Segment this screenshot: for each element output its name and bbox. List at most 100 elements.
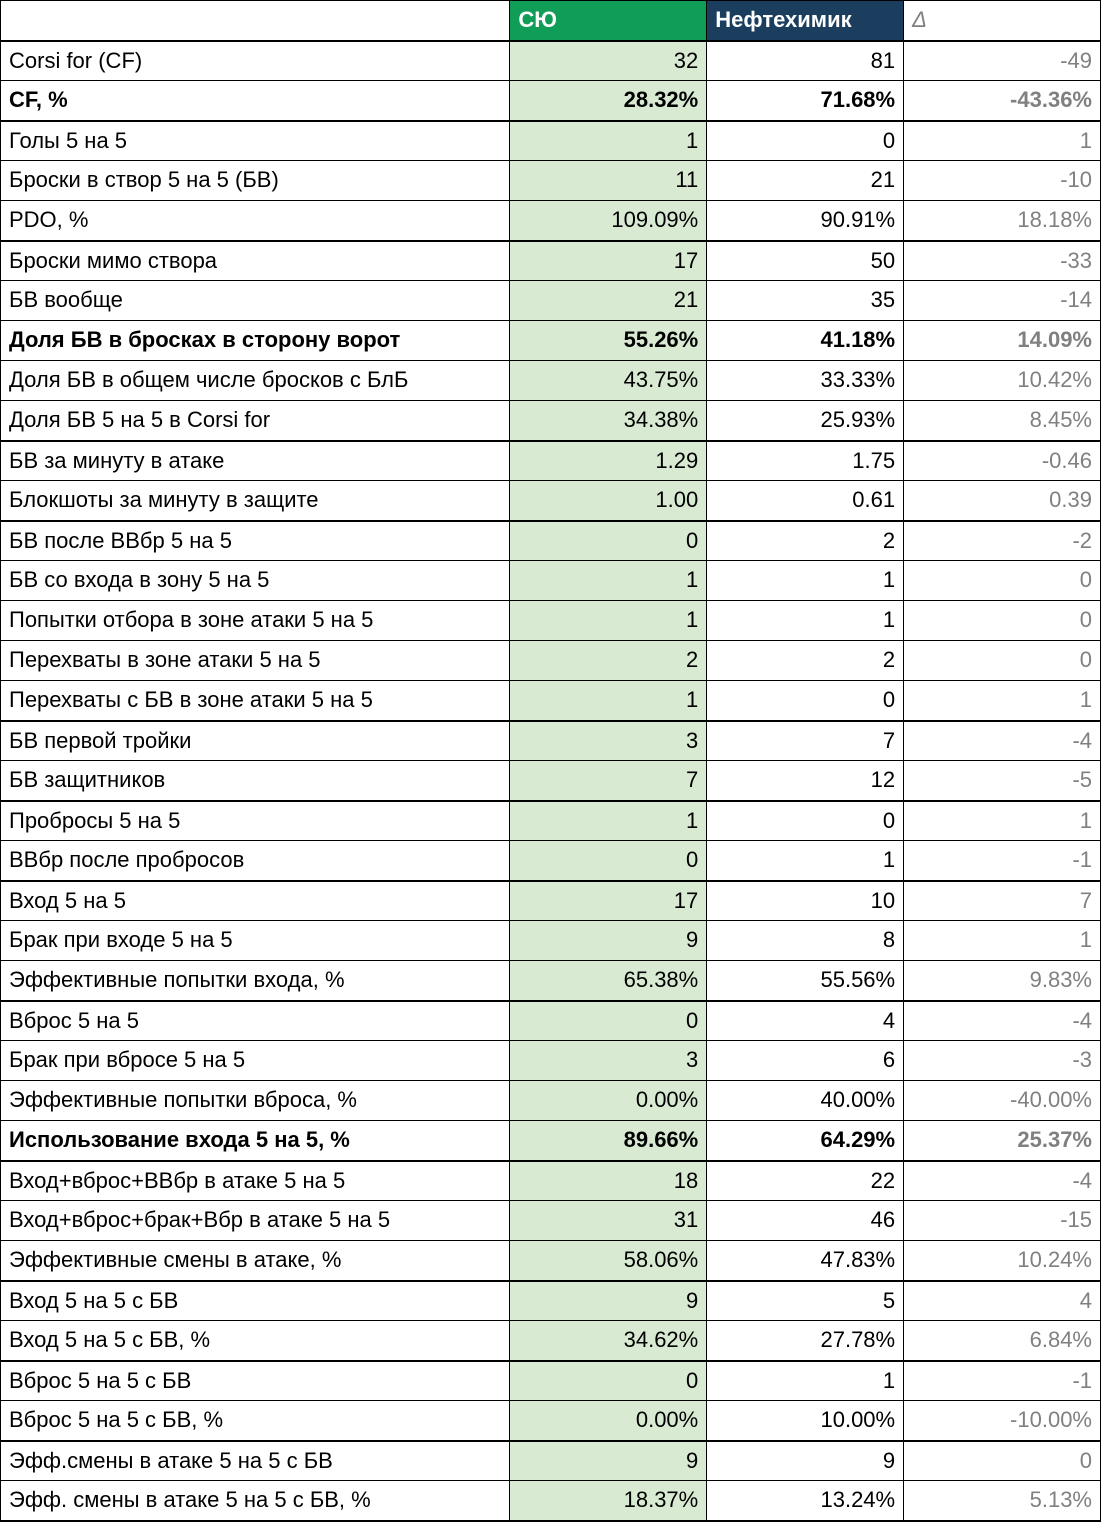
row-value-team2: 9 [707,1441,904,1481]
row-value-team1: 34.38% [510,401,707,441]
row-value-team2: 40.00% [707,1081,904,1121]
row-delta: 14.09% [904,321,1101,361]
table-row: Вброс 5 на 5 с БВ01-1 [1,1361,1101,1401]
row-value-team2: 22 [707,1161,904,1201]
row-value-team2: 27.78% [707,1321,904,1361]
row-delta: -40.00% [904,1081,1101,1121]
row-label: Эфф. смены в атаке 5 на 5 с БВ, % [1,1481,510,1521]
row-label: Эффективные попытки вброса, % [1,1081,510,1121]
table-row: Доля БВ в общем числе бросков с БлБ43.75… [1,361,1101,401]
row-value-team1: 0 [510,1001,707,1041]
table-row: Вход 5 на 5 с БВ954 [1,1281,1101,1321]
table-row: БВ вообще2135-14 [1,281,1101,321]
row-value-team1: 1 [510,801,707,841]
table-row: Голы 5 на 5101 [1,121,1101,161]
row-value-team1: 1 [510,561,707,601]
row-delta: 1 [904,921,1101,961]
row-label: Эффективные попытки входа, % [1,961,510,1001]
table-row: БВ после ВВбр 5 на 502-2 [1,521,1101,561]
row-value-team2: 1 [707,601,904,641]
row-delta: 0 [904,601,1101,641]
row-label: БВ со входа в зону 5 на 5 [1,561,510,601]
row-value-team1: 1.00 [510,481,707,521]
row-value-team2: 7 [707,721,904,761]
row-delta: -43.36% [904,81,1101,121]
table-row: БВ первой тройки37-4 [1,721,1101,761]
header-row: СЮ Нефтехимик Δ [1,1,1101,41]
row-label: Вход 5 на 5 с БВ [1,1281,510,1321]
table-row: Перехваты с БВ в зоне атаки 5 на 5101 [1,681,1101,721]
table-row: БВ защитников712-5 [1,761,1101,801]
row-value-team2: 0 [707,121,904,161]
row-delta: 1 [904,681,1101,721]
table-row: Доля БВ в бросках в сторону ворот55.26%4… [1,321,1101,361]
row-label: Вброс 5 на 5 с БВ [1,1361,510,1401]
row-label: Пробросы 5 на 5 [1,801,510,841]
row-value-team1: 18.37% [510,1481,707,1521]
row-value-team2: 21 [707,161,904,201]
row-delta: 6.84% [904,1321,1101,1361]
row-value-team1: 58.06% [510,1241,707,1281]
row-value-team1: 9 [510,1281,707,1321]
row-value-team1: 3 [510,1041,707,1081]
row-label: Брак при входе 5 на 5 [1,921,510,961]
row-value-team1: 65.38% [510,961,707,1001]
row-label: Голы 5 на 5 [1,121,510,161]
row-delta: 9.83% [904,961,1101,1001]
table-row: Вход+вброс+ВВбр в атаке 5 на 51822-4 [1,1161,1101,1201]
table-row: Броски в створ 5 на 5 (БВ)1121-10 [1,161,1101,201]
row-label: Брак при вбросе 5 на 5 [1,1041,510,1081]
row-delta: 4 [904,1281,1101,1321]
table-row: PDO, %109.09%90.91%18.18% [1,201,1101,241]
row-label: Блокшоты за минуту в защите [1,481,510,521]
row-label: БВ после ВВбр 5 на 5 [1,521,510,561]
row-label: Эфф.смены в атаке 5 на 5 с БВ [1,1441,510,1481]
row-value-team1: 1.29 [510,441,707,481]
row-delta: 5.13% [904,1481,1101,1521]
row-label: Перехваты с БВ в зоне атаки 5 на 5 [1,681,510,721]
row-delta: 18.18% [904,201,1101,241]
row-delta: -4 [904,1161,1101,1201]
row-delta: -10 [904,161,1101,201]
row-label: Попытки отбора в зоне атаки 5 на 5 [1,601,510,641]
row-value-team1: 17 [510,241,707,281]
row-value-team2: 46 [707,1201,904,1241]
row-label: Эффективные смены в атаке, % [1,1241,510,1281]
row-label: БВ за минуту в атаке [1,441,510,481]
row-value-team2: 2 [707,521,904,561]
row-value-team2: 13.24% [707,1481,904,1521]
row-delta: -10.00% [904,1401,1101,1441]
row-value-team2: 12 [707,761,904,801]
row-label: БВ первой тройки [1,721,510,761]
row-label: Доля БВ 5 на 5 в Corsi for [1,401,510,441]
header-delta: Δ [904,1,1101,41]
stats-body: Corsi for (CF)3281-49CF, %28.32%71.68%-4… [1,41,1101,1521]
row-delta: 0 [904,561,1101,601]
row-value-team2: 1 [707,561,904,601]
table-row: БВ со входа в зону 5 на 5110 [1,561,1101,601]
row-value-team2: 35 [707,281,904,321]
row-label: Вброс 5 на 5 с БВ, % [1,1401,510,1441]
row-label: Доля БВ в общем числе бросков с БлБ [1,361,510,401]
row-delta: -3 [904,1041,1101,1081]
row-value-team1: 9 [510,1441,707,1481]
row-value-team2: 0 [707,801,904,841]
row-value-team1: 109.09% [510,201,707,241]
table-row: Вброс 5 на 504-4 [1,1001,1101,1041]
row-value-team1: 9 [510,921,707,961]
row-value-team2: 47.83% [707,1241,904,1281]
row-delta: -14 [904,281,1101,321]
row-delta: -0.46 [904,441,1101,481]
table-row: Блокшоты за минуту в защите1.000.610.39 [1,481,1101,521]
row-delta: 0 [904,1441,1101,1481]
row-delta: 1 [904,801,1101,841]
row-delta: 8.45% [904,401,1101,441]
row-delta: -1 [904,841,1101,881]
row-value-team1: 55.26% [510,321,707,361]
table-row: Вброс 5 на 5 с БВ, %0.00%10.00%-10.00% [1,1401,1101,1441]
row-delta: -33 [904,241,1101,281]
table-row: Corsi for (CF)3281-49 [1,41,1101,81]
row-label: БВ защитников [1,761,510,801]
row-value-team1: 3 [510,721,707,761]
row-label: Вход+вброс+брак+Вбр в атаке 5 на 5 [1,1201,510,1241]
